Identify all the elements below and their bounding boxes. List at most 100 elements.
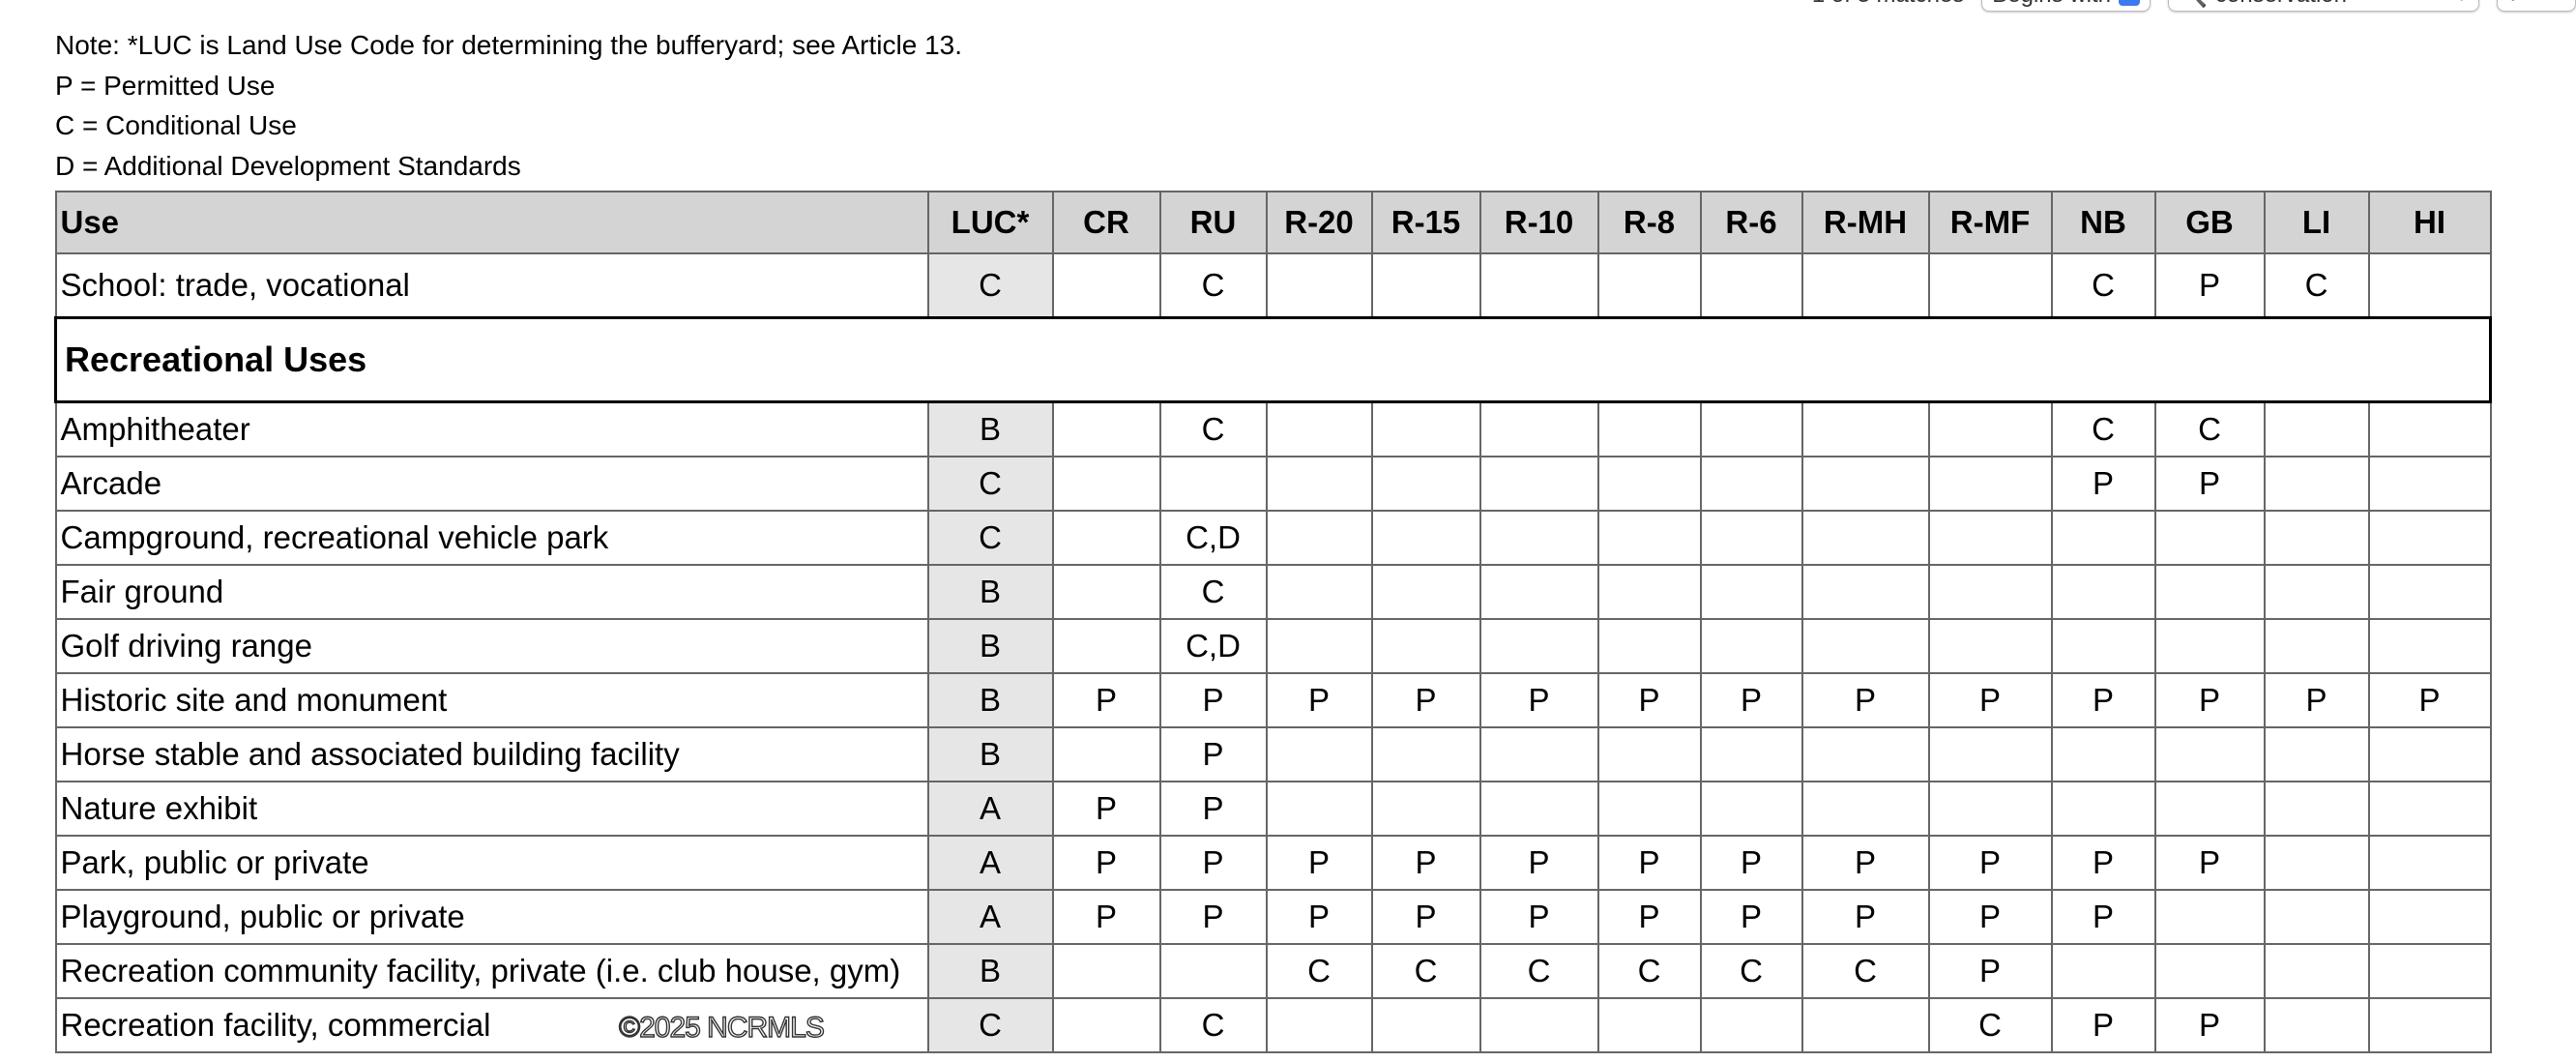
zone-cell: P: [1800, 672, 1930, 728]
use-name: Recreation community facility, private (…: [54, 943, 929, 999]
zone-cell: [1596, 456, 1702, 512]
zone-cell: [2367, 889, 2492, 945]
zone-cell: P: [1158, 781, 1268, 837]
zone-cell: P: [1478, 672, 1599, 728]
zone-cell: [1927, 456, 2053, 512]
note-permitted: P = Permitted Use: [55, 70, 276, 101]
zone-cell: [1800, 564, 1930, 620]
checkbox-icon[interactable]: [2119, 0, 2140, 6]
zone-cell: [1051, 997, 1161, 1053]
table-row: Playground, public or private A P P P P P P P P P P: [54, 889, 2492, 945]
search-query: conservation: [2215, 0, 2347, 9]
use-name: Fair ground: [54, 564, 929, 620]
table-row: Park, public or private A P P P P P P P P P P P: [54, 835, 2492, 891]
column-header: Use: [54, 191, 929, 254]
zone-cell: [1478, 781, 1599, 837]
zone-cell: P: [1158, 889, 1268, 945]
zone-cell: P: [2153, 672, 2266, 728]
use-table: Use LUC* CR RU R-20 R-15 R-10 R-8 R-6 R-MH R-MF NB G…: [54, 191, 2492, 1053]
use-name: Recreation facility, commercial: [54, 997, 929, 1053]
zone-cell: [1800, 726, 1930, 782]
zone-cell: [2153, 510, 2266, 566]
column-header: R-8: [1596, 191, 1702, 254]
zone-cell: [2367, 400, 2492, 457]
zone-cell: [1596, 781, 1702, 837]
zone-cell: [2367, 456, 2492, 512]
column-header: R-15: [1370, 191, 1481, 254]
zone-cell: P: [2263, 672, 2370, 728]
table-row: Recreation facility, commercial C C C P P: [54, 997, 2492, 1053]
zone-cell: [1265, 510, 1373, 566]
note-standards: D = Additional Development Standards: [55, 150, 521, 181]
zone-cell: P: [1596, 889, 1702, 945]
zone-cell: [1596, 400, 1702, 457]
notes: Note: *LUC is Land Use Code for determin…: [55, 25, 962, 186]
zone-cell: C: [1800, 943, 1930, 999]
zone-cell: P: [1699, 889, 1803, 945]
column-header: LUC*: [926, 191, 1054, 254]
search-input[interactable]: 🔍 conservation ●: [2168, 0, 2479, 12]
zone-cell: [2367, 726, 2492, 782]
use-name: School: trade, vocational: [54, 252, 929, 319]
column-header: RU: [1158, 191, 1268, 254]
clear-icon[interactable]: ●: [2455, 0, 2470, 9]
zone-cell: P: [2153, 997, 2266, 1053]
zone-cell: C: [2050, 400, 2156, 457]
zone-cell: C: [1265, 943, 1373, 999]
zone-cell: C: [1158, 564, 1268, 620]
find-bar: 1 of 3 matches Begins with 🔍 conservation…: [1812, 0, 2576, 12]
zone-cell: [2367, 510, 2492, 566]
zone-cell: [1265, 564, 1373, 620]
zone-cell: [2263, 618, 2370, 674]
zone-cell: [1051, 400, 1161, 457]
match-mode-label: Begins with: [1992, 0, 2111, 9]
note-conditional: C = Conditional Use: [55, 110, 297, 140]
zone-cell: [1927, 564, 2053, 620]
match-mode-dropdown[interactable]: Begins with: [1981, 0, 2151, 12]
zone-cell: [1596, 726, 1702, 782]
zone-cell: [1370, 726, 1481, 782]
zone-cell: [2367, 835, 2492, 891]
zone-cell: [1596, 252, 1702, 319]
zone-cell: [2263, 564, 2370, 620]
zone-cell: [1478, 726, 1599, 782]
zone-cell: [1699, 781, 1803, 837]
use-name: Campground, recreational vehicle park: [54, 510, 929, 566]
zone-cell: [1158, 456, 1268, 512]
luc-cell: A: [926, 889, 1054, 945]
zone-cell: [1478, 997, 1599, 1053]
zone-cell: [1478, 252, 1599, 319]
zone-cell: [1927, 726, 2053, 782]
column-header: NB: [2050, 191, 2156, 254]
zone-cell: [2263, 997, 2370, 1053]
zone-cell: P: [2153, 456, 2266, 512]
zone-cell: [1265, 997, 1373, 1053]
use-name: Horse stable and associated building fac…: [54, 726, 929, 782]
zone-cell: [2050, 726, 2156, 782]
zone-cell: [1596, 997, 1702, 1053]
luc-cell: C: [926, 510, 1054, 566]
column-header: R-20: [1265, 191, 1373, 254]
zone-cell: [1596, 618, 1702, 674]
zone-cell: P: [1478, 889, 1599, 945]
zone-cell: [1699, 564, 1803, 620]
zone-cell: [2367, 564, 2492, 620]
zone-cell: [1800, 456, 1930, 512]
column-header: R-MH: [1800, 191, 1930, 254]
zone-cell: [2263, 510, 2370, 566]
zone-cell: [1370, 252, 1481, 319]
zone-cell: [1478, 510, 1599, 566]
zone-cell: P: [2050, 672, 2156, 728]
zone-cell: [1800, 997, 1930, 1053]
zone-cell: C: [1158, 400, 1268, 457]
zone-cell: [1370, 997, 1481, 1053]
zone-cell: [1370, 781, 1481, 837]
zone-cell: [1927, 510, 2053, 566]
use-name: Historic site and monument: [54, 672, 929, 728]
zone-cell: [1265, 252, 1373, 319]
zone-cell: [2050, 510, 2156, 566]
zone-cell: [1800, 400, 1930, 457]
zone-cell: [1927, 252, 2053, 319]
section-row: Recreational Uses: [54, 316, 2492, 403]
previous-match-button[interactable]: ‹: [2497, 0, 2576, 12]
